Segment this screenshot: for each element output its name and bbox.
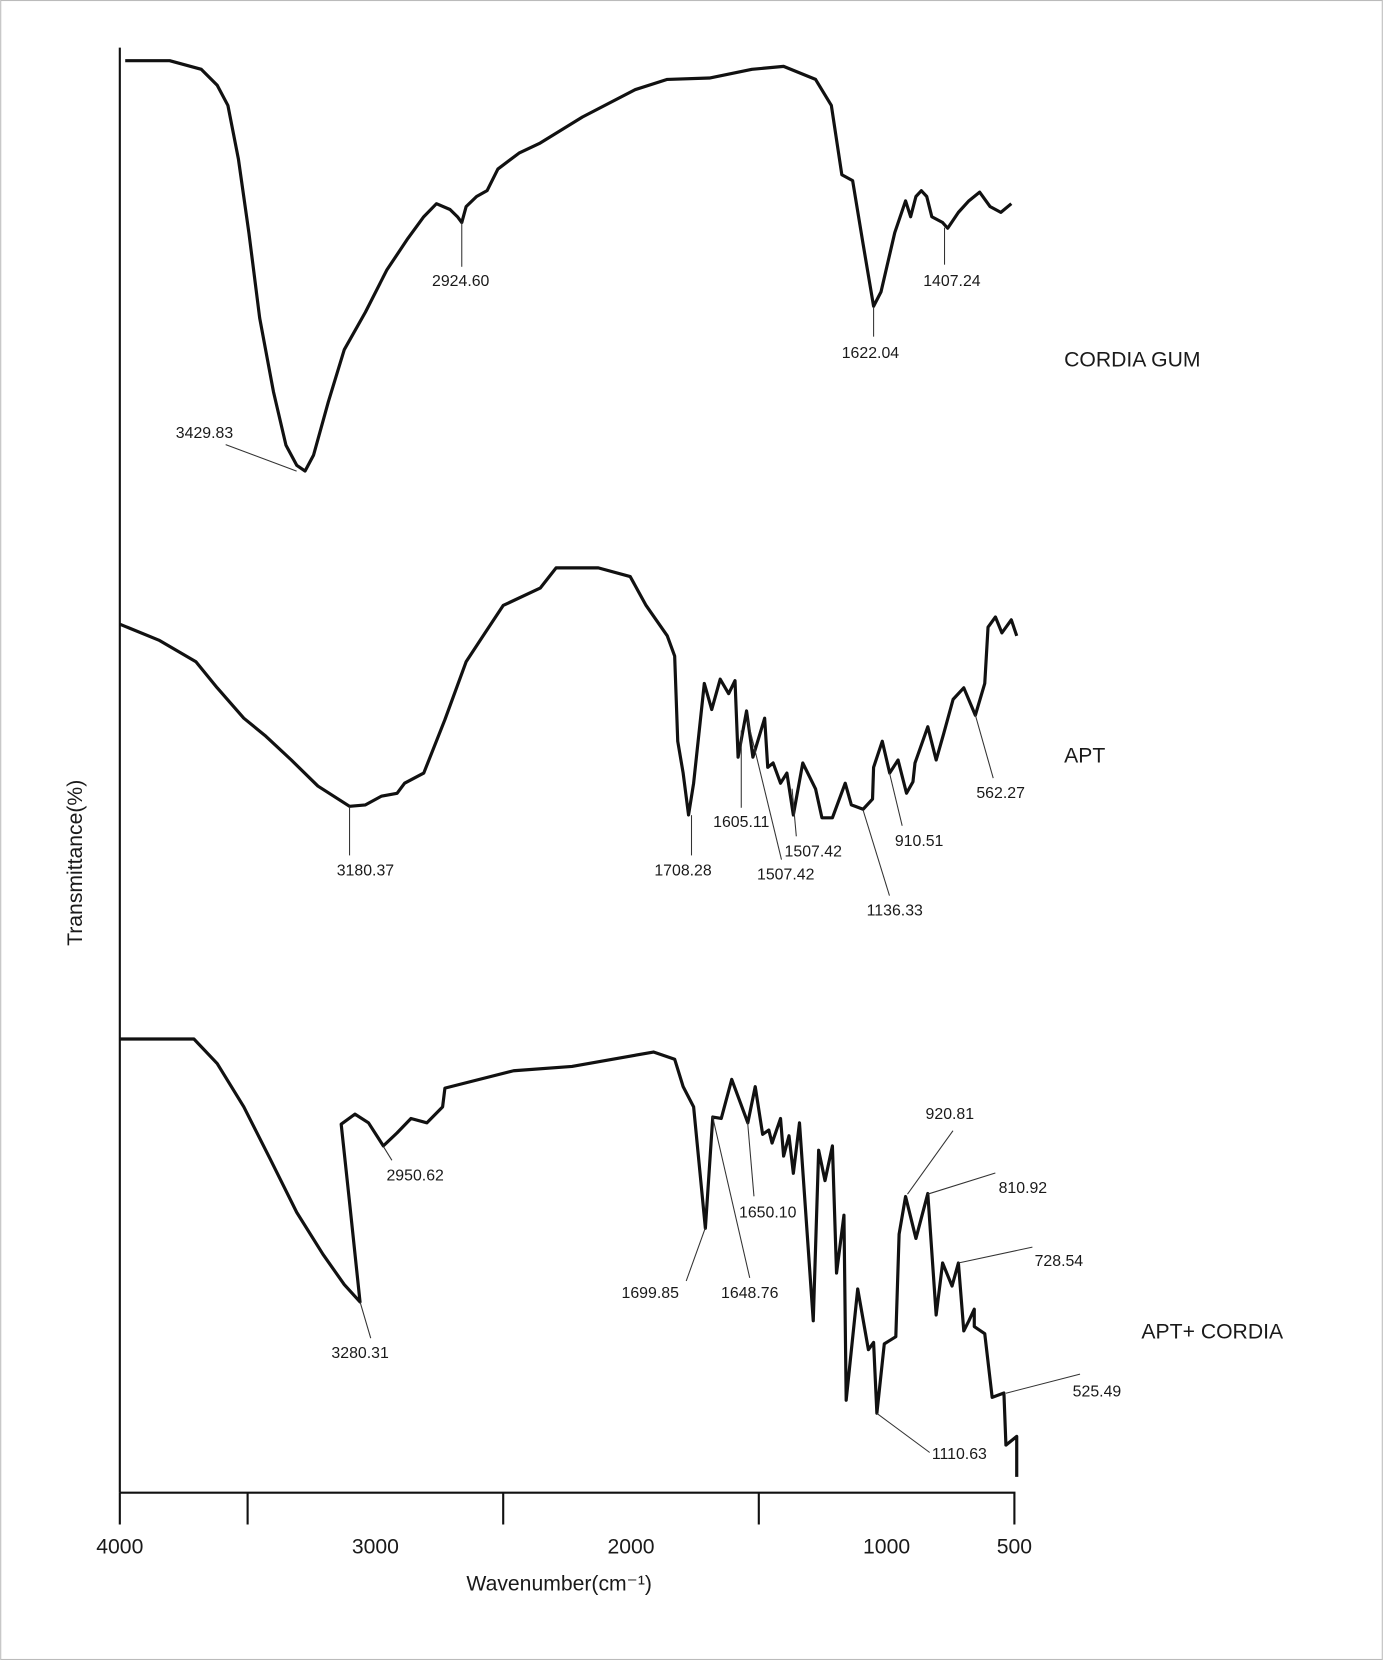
peak-label: 3429.83 <box>176 425 234 442</box>
peak-leader <box>927 1172 996 1195</box>
x-tick-label: 2000 <box>607 1535 654 1558</box>
peak-label: 1507.42 <box>757 867 815 884</box>
peak-leader <box>888 772 903 826</box>
peak-leader <box>685 1227 706 1282</box>
peak-leader <box>862 809 890 896</box>
peak-label: 1622.04 <box>842 345 900 362</box>
y-axis-label: Transmittance(%) <box>64 780 87 946</box>
peak-label: 1507.42 <box>785 843 843 860</box>
series-label: APT <box>1064 745 1105 768</box>
peak-label: 3280.31 <box>331 1345 389 1362</box>
peak-label: 1407.24 <box>923 273 981 290</box>
spectrum-line <box>119 566 1019 820</box>
peak-leader <box>876 1412 931 1453</box>
peak-label: 562.27 <box>976 785 1025 802</box>
peak-leader <box>907 1130 954 1195</box>
x-tick-label: 1000 <box>863 1535 910 1558</box>
peak-leader <box>747 719 783 860</box>
peak-leader <box>382 1146 393 1161</box>
peak-leader <box>225 444 297 472</box>
peak-label: 728.54 <box>1035 1253 1084 1270</box>
peak-label: 920.81 <box>926 1106 975 1123</box>
x-tick-label: 4000 <box>96 1535 143 1558</box>
x-tick-label: 3000 <box>352 1535 399 1558</box>
peak-label: 810.92 <box>999 1180 1048 1197</box>
peak-leader <box>791 788 797 837</box>
peak-label: 2950.62 <box>386 1167 444 1184</box>
x-axis-label: Wavenumber(cm⁻¹) <box>466 1572 652 1595</box>
peak-label: 1136.33 <box>867 903 923 920</box>
peak-label: 1605.11 <box>713 814 769 831</box>
peak-leader <box>712 1116 751 1278</box>
peak-leader <box>974 714 994 779</box>
peak-leader <box>747 1122 755 1197</box>
spectrum-line <box>125 59 1013 473</box>
peak-leader <box>958 1246 1033 1264</box>
peak-label: 1699.85 <box>622 1285 680 1302</box>
peak-label: 1110.63 <box>932 1446 987 1463</box>
series-label: CORDIA GUM <box>1064 349 1200 372</box>
peak-label: 1650.10 <box>739 1204 797 1221</box>
peak-leader <box>1005 1373 1081 1394</box>
peak-label: 525.49 <box>1073 1383 1122 1400</box>
x-tick-label: 500 <box>997 1535 1032 1558</box>
peak-label: 3180.37 <box>337 862 395 879</box>
peak-label: 910.51 <box>895 833 944 850</box>
series-label: APT+ CORDIA <box>1141 1320 1284 1343</box>
spectrum-line <box>119 1037 1019 1477</box>
peak-leader <box>359 1302 372 1339</box>
peak-label: 1648.76 <box>721 1285 779 1302</box>
peak-label: 1708.28 <box>654 862 712 879</box>
peak-label: 2924.60 <box>432 273 490 290</box>
